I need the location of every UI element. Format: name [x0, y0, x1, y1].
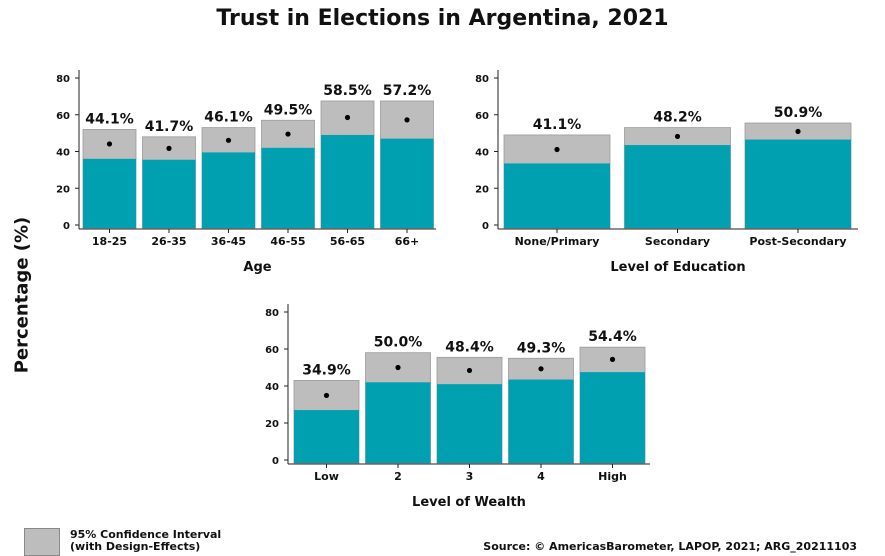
data-label: 34.9%	[302, 362, 351, 378]
x-axis-title: Level of Wealth	[412, 495, 526, 510]
data-bar	[504, 163, 610, 228]
data-bar	[261, 147, 315, 228]
data-bar	[437, 384, 502, 463]
y-tick-label: 40	[56, 148, 70, 159]
data-bar	[142, 159, 196, 228]
data-bar	[202, 152, 255, 228]
data-label: 49.3%	[517, 340, 566, 356]
legend-ci-line1: 95% Confidence Interval	[70, 528, 222, 541]
x-tick-label: 18-25	[92, 235, 127, 248]
x-tick-label: Secondary	[645, 235, 710, 248]
y-tick-label: 60	[475, 111, 489, 122]
data-bar	[745, 139, 851, 228]
data-label: 46.1%	[204, 110, 253, 126]
point-estimate	[674, 133, 681, 140]
data-label: 50.0%	[374, 335, 423, 351]
point-estimate	[466, 367, 473, 374]
data-bar	[294, 410, 359, 463]
x-tick-label: 66+	[395, 235, 420, 248]
source-note: Source: © AmericasBarometer, LAPOP, 2021…	[483, 540, 857, 553]
data-bar	[321, 134, 374, 228]
x-tick-label: 46-55	[270, 235, 305, 248]
x-tick-label: 2	[394, 470, 402, 483]
y-tick-label: 20	[475, 184, 489, 195]
point-estimate	[609, 356, 616, 362]
point-estimate	[395, 364, 401, 371]
data-label: 41.1%	[533, 117, 582, 133]
data-label: 57.2%	[383, 83, 432, 99]
y-tick-label: 0	[272, 456, 279, 467]
legend-ci-swatch	[24, 528, 60, 556]
data-bar	[580, 372, 645, 463]
data-label: 48.2%	[653, 110, 702, 126]
point-estimate	[106, 141, 113, 147]
chart-title: Trust in Elections in Argentina, 2021	[216, 6, 669, 31]
data-label: 50.9%	[774, 105, 823, 121]
point-estimate	[285, 131, 291, 137]
data-label: 48.4%	[445, 339, 494, 355]
data-bar	[83, 158, 136, 228]
y-tick-label: 80	[265, 308, 279, 319]
data-label: 49.5%	[264, 102, 313, 118]
data-bar	[508, 379, 574, 463]
y-tick-label: 80	[475, 74, 489, 85]
y-tick-label: 80	[56, 74, 70, 85]
data-label: 44.1%	[85, 111, 134, 127]
x-tick-label: 56-65	[330, 235, 365, 248]
point-estimate	[404, 117, 410, 123]
chart-panels: 02040608044.1%18-2541.7%26-3546.1%36-454…	[56, 70, 858, 510]
point-estimate	[795, 128, 801, 135]
x-tick-label: High	[598, 470, 627, 483]
x-axis-title: Level of Education	[610, 260, 745, 275]
point-estimate	[344, 114, 351, 121]
y-tick-label: 40	[265, 382, 279, 393]
point-estimate	[554, 146, 560, 153]
x-tick-label: Post-Secondary	[749, 235, 846, 248]
x-tick-label: 3	[466, 470, 474, 483]
data-label: 54.4%	[588, 329, 637, 345]
x-tick-label: 36-45	[211, 235, 246, 248]
x-tick-label: Low	[314, 470, 339, 483]
point-estimate	[166, 145, 172, 151]
data-label: 58.5%	[323, 83, 372, 99]
data-label: 41.7%	[145, 119, 194, 135]
x-tick-label: 26-35	[151, 235, 186, 248]
data-bar	[380, 138, 434, 228]
data-bar	[365, 382, 431, 463]
y-tick-label: 20	[265, 419, 279, 430]
y-tick-label: 0	[63, 221, 70, 232]
point-estimate	[323, 392, 330, 399]
legend-ci-line2: (with Design-Effects)	[70, 540, 201, 553]
x-tick-label: None/Primary	[515, 235, 600, 248]
point-estimate	[538, 366, 544, 372]
x-tick-label: 4	[537, 470, 545, 483]
y-tick-label: 60	[265, 345, 279, 356]
y-tick-label: 20	[56, 184, 70, 195]
legend-ci-label: 95% Confidence Interval (with Design-Eff…	[70, 529, 221, 553]
data-bar	[624, 145, 731, 228]
point-estimate	[225, 137, 232, 143]
y-tick-label: 0	[482, 221, 489, 232]
x-axis-title: Age	[243, 260, 271, 275]
y-tick-label: 40	[475, 148, 489, 159]
y-tick-label: 60	[56, 111, 70, 122]
